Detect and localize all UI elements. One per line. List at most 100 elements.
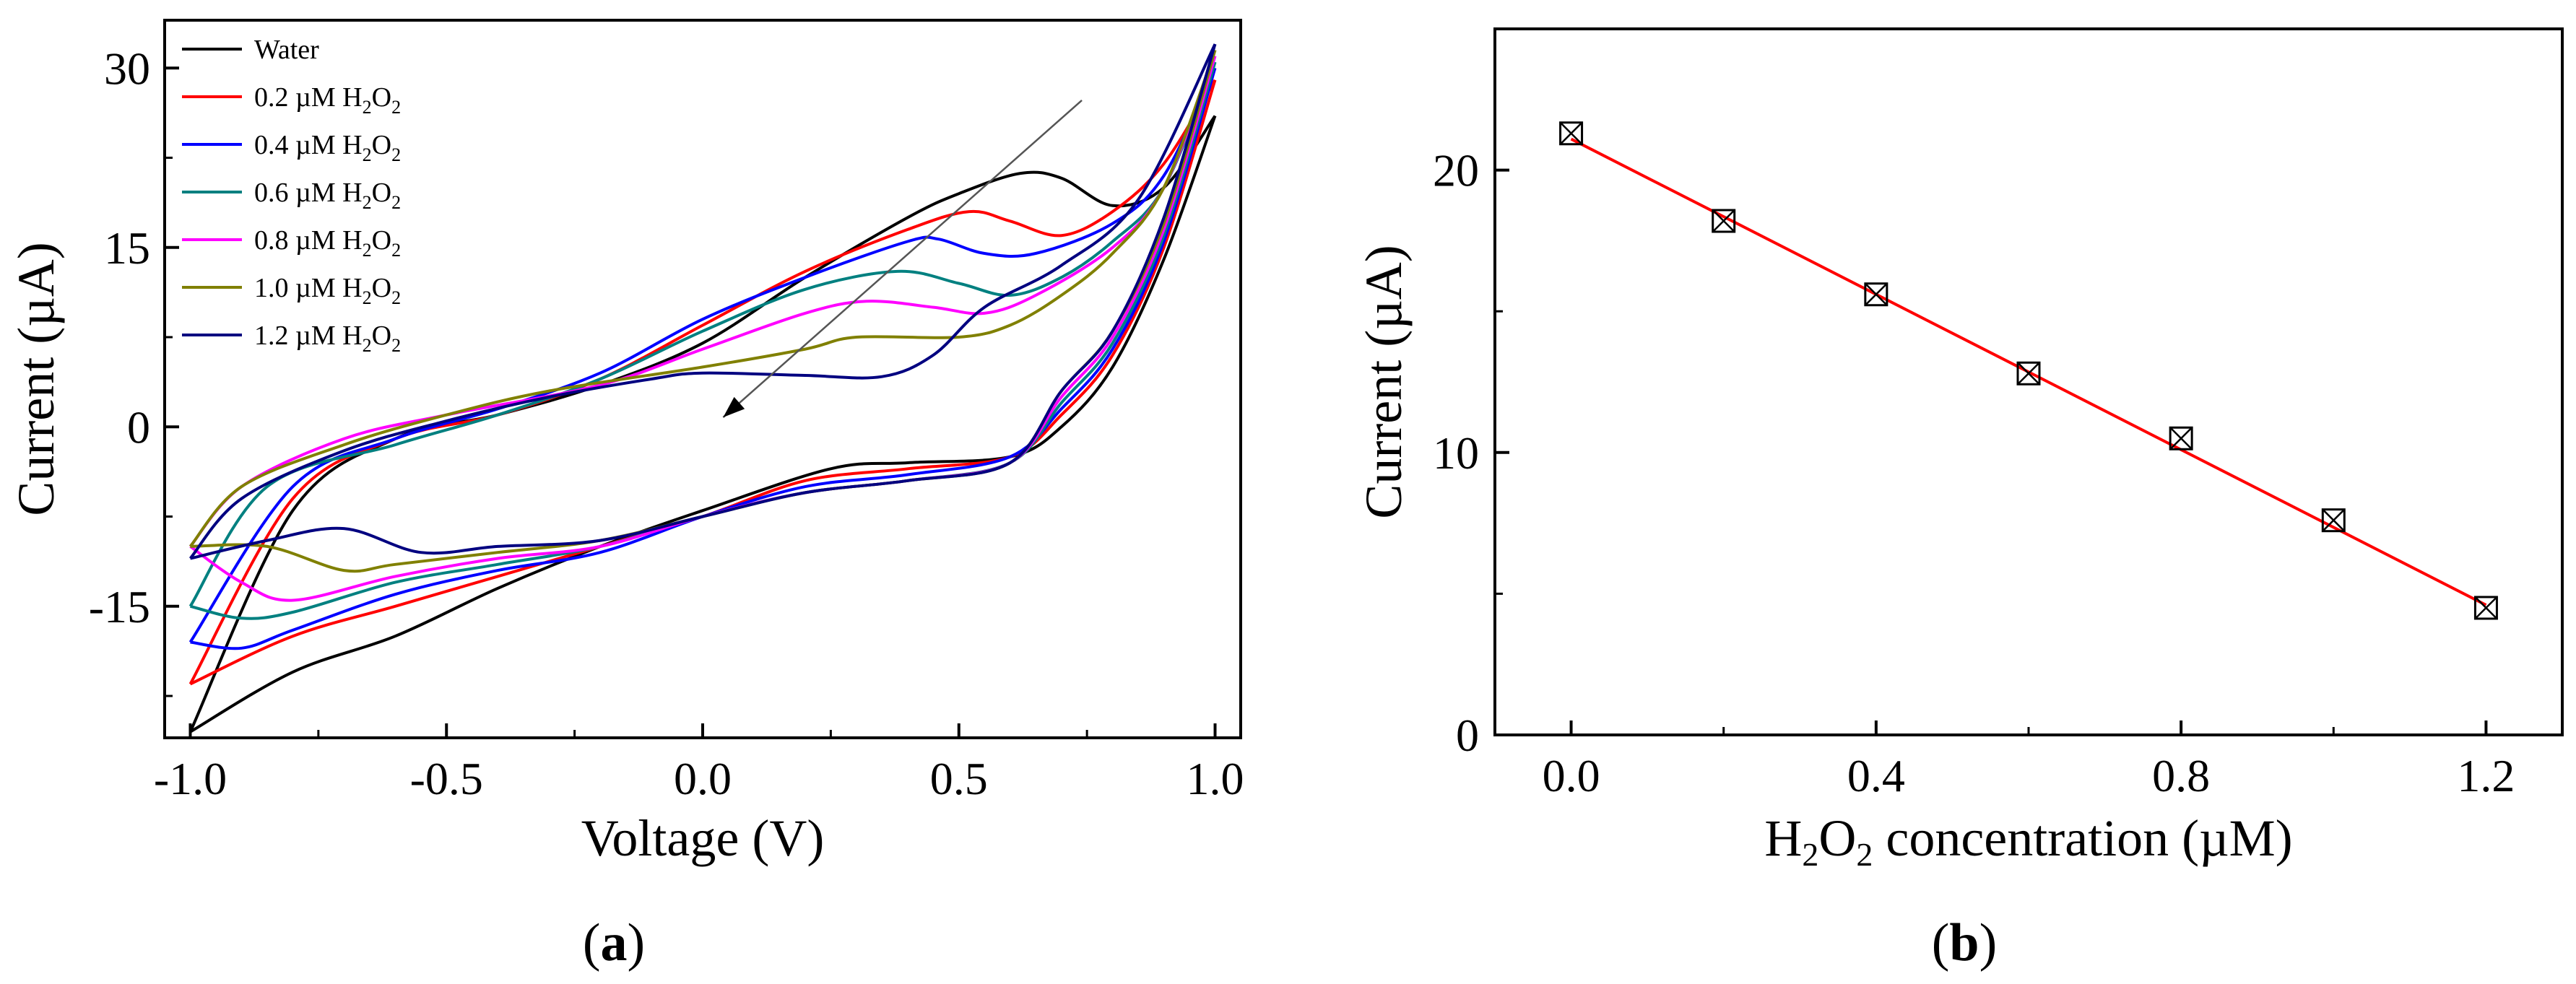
a-legend-sub: 2: [391, 240, 401, 261]
a-y-tick-label: 30: [104, 43, 150, 94]
a-x-tick-label: -0.5: [410, 753, 483, 804]
b-x-tick-label: 0.8: [2152, 750, 2210, 801]
a-legend-label-1: 0.2 µM H2O2: [254, 82, 401, 118]
a-legend-sub: 2: [391, 192, 401, 213]
panel-b-open-paren: (: [1932, 913, 1950, 972]
panel-label-b: (b): [1932, 913, 1997, 972]
a-curve-forward-5: [188, 49, 1217, 548]
b-point-box: [2321, 508, 2346, 533]
b-fit-line-segment: [1570, 137, 2487, 606]
a-legend-label-4: 0.8 µM H2O2: [254, 225, 401, 261]
a-legend-label-5: 1.0 µM H2O2: [254, 273, 401, 308]
a-legend-o: O: [372, 273, 391, 303]
a-x-axis-label: Voltage (V): [581, 809, 825, 867]
b-point-box: [2016, 361, 2041, 386]
a-curve-reverse-6: [190, 43, 1217, 560]
b-xlabel-h: H: [1764, 809, 1802, 867]
b-point-box: [2473, 596, 2498, 620]
a-legend-sub: 2: [363, 240, 372, 261]
b-plot-frame: [1493, 27, 2564, 736]
a-legend-sub: 2: [391, 97, 401, 118]
a-legend-text: 0.8 µM H: [254, 225, 363, 256]
b-x-tick-label: 0.0: [1543, 750, 1600, 801]
a-arrow-head: [723, 396, 745, 418]
a-curve-forward-1: [188, 79, 1217, 685]
a-legend-sub: 2: [363, 144, 372, 165]
b-point-cross: [2169, 427, 2193, 450]
b-data-point: [1712, 209, 1736, 233]
panel-b-close-paren: ): [1979, 913, 1998, 972]
b-fit-line: [1570, 137, 2487, 606]
a-curve-forward-4: [188, 55, 1217, 548]
b-point-box: [1559, 121, 1584, 146]
b-data-point: [2016, 361, 2041, 386]
a-legend-sub: 2: [391, 287, 401, 308]
b-xlabel-sub2: 2: [1856, 836, 1873, 873]
b-y-axis-label: Current (µA): [1355, 245, 1413, 518]
a-curve-reverse-5: [190, 49, 1217, 573]
b-point-box: [1712, 209, 1736, 233]
a-x-tick-label: 1.0: [1187, 753, 1244, 804]
panel-a-close-paren: ): [628, 913, 646, 972]
a-curve-forward-6: [188, 43, 1217, 560]
a-legend-sub: 2: [363, 97, 372, 118]
panel-a-open-paren: (: [583, 913, 601, 972]
a-x-tick-label: 0.5: [930, 753, 988, 804]
a-legend-label-0: Water: [254, 35, 319, 65]
a-legend-sub: 2: [363, 192, 372, 213]
a-arrow-shaft: [722, 100, 1083, 418]
a-curve-forward-0: [188, 115, 1217, 733]
a-legend-sub: 2: [363, 335, 372, 356]
b-data-point: [2169, 426, 2193, 450]
b-ticks: 0.0 0.4 0.8 1.2 0 10 20: [1433, 145, 2515, 801]
panel-b-letter: b: [1949, 913, 1979, 972]
a-y-tick-label: -15: [89, 581, 150, 632]
b-y-tick-label: 10: [1433, 427, 1479, 479]
b-point-cross: [2474, 596, 2498, 619]
a-legend-o: O: [372, 82, 391, 113]
a-curve-reverse-0: [189, 115, 1217, 733]
b-y-tick-label: 20: [1433, 145, 1479, 196]
a-legend-sub: 2: [363, 287, 372, 308]
a-y-axis-label: Current (µA): [7, 242, 65, 515]
b-x-tick-label: 0.4: [1847, 750, 1905, 801]
a-legend-text: Water: [254, 35, 319, 65]
b-data-point: [1559, 121, 1584, 146]
b-xlabel-o: O: [1818, 809, 1856, 867]
b-point-cross: [1712, 209, 1735, 232]
b-point-cross: [2322, 508, 2346, 532]
a-arrow: [722, 100, 1083, 418]
a-x-tick-label: -1.0: [154, 753, 227, 804]
a-legend-label-2: 0.4 µM H2O2: [254, 130, 401, 165]
a-legend-o: O: [372, 225, 391, 256]
a-legend-text: 1.0 µM H: [254, 273, 363, 303]
a-legend-text: 0.2 µM H: [254, 82, 363, 113]
panel-a-letter: a: [601, 913, 628, 972]
b-x-tick-label: 1.2: [2457, 750, 2515, 801]
b-data-point: [2473, 596, 2498, 620]
a-legend-o: O: [372, 321, 391, 351]
a-curve-reverse-1: [189, 79, 1217, 686]
b-data-point: [2321, 508, 2346, 533]
b-point-box: [1864, 282, 1888, 307]
panel-label-a: (a): [583, 913, 645, 972]
b-x-axis-label: H2O2 concentration (µM): [1764, 809, 2292, 873]
a-ticks: -1.0 -0.5 0.0 0.5 1.0 -15 0 15 30: [89, 43, 1244, 804]
a-y-tick-label: 0: [127, 401, 150, 453]
b-xlabel-rest: concentration (µM): [1873, 809, 2292, 867]
a-legend-sub: 2: [391, 335, 401, 356]
b-point-cross: [1864, 282, 1888, 306]
a-y-tick-label: 15: [104, 222, 150, 274]
a-curve-forward-2: [188, 67, 1217, 643]
a-curve-forward-3: [188, 61, 1217, 607]
a-legend-text: 0.6 µM H: [254, 178, 363, 208]
a-legend-label-6: 1.2 µM H2O2: [254, 321, 401, 356]
a-legend-o: O: [372, 130, 391, 160]
a-curve-reverse-2: [190, 67, 1217, 650]
a-legend-label-3: 0.6 µM H2O2: [254, 178, 401, 213]
b-point-cross: [1559, 121, 1583, 145]
a-curves: [188, 43, 1217, 733]
